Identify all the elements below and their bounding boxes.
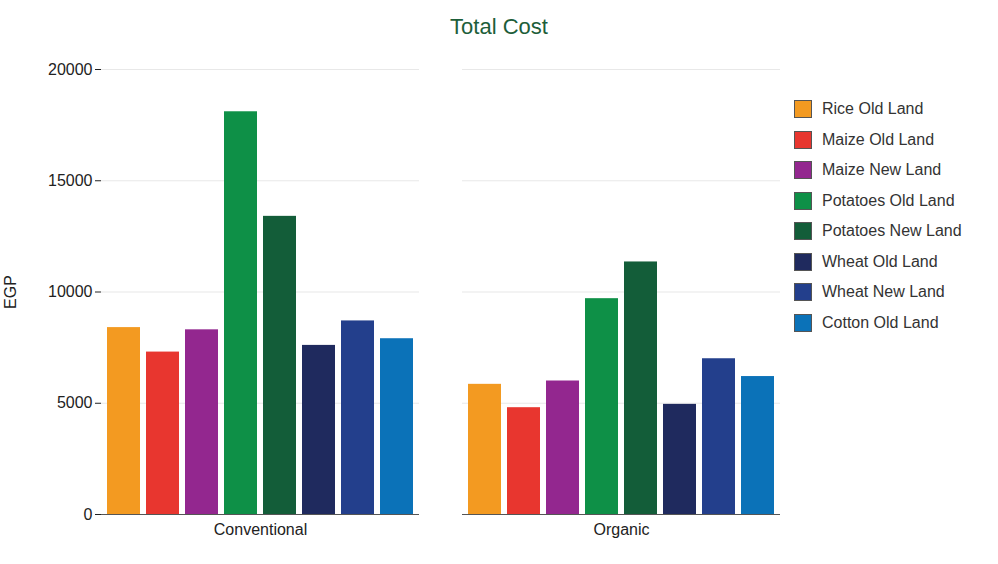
html-text:Maize New Land: Maize New Land [822, 161, 942, 179]
html-text:Wheat Old Land: Wheat Old Land [822, 252, 938, 270]
svg-text:Organic: Organic [593, 521, 649, 538]
html-text:Total Cost: Total Cost [450, 14, 548, 39]
html-text:Maize Old Land: Maize Old Land [822, 130, 935, 148]
html-text:Rice Old Land: Rice Old Land [822, 100, 924, 118]
svg-text:15000: 15000 [48, 172, 93, 189]
svg-text:EGP: EGP [2, 275, 19, 309]
svg-text:0: 0 [84, 506, 93, 523]
html-text:Potatoes Old Land: Potatoes Old Land [822, 191, 955, 209]
svg-text:Conventional: Conventional [214, 521, 307, 538]
html-text:Cotton Old Land: Cotton Old Land [822, 313, 939, 331]
html-text:Potatoes New Land: Potatoes New Land [822, 222, 962, 240]
svg-text:10000: 10000 [48, 283, 93, 300]
svg-text:5000: 5000 [57, 394, 93, 411]
svg-text:20000: 20000 [48, 61, 93, 78]
html-text:Wheat New Land: Wheat New Land [822, 283, 945, 301]
